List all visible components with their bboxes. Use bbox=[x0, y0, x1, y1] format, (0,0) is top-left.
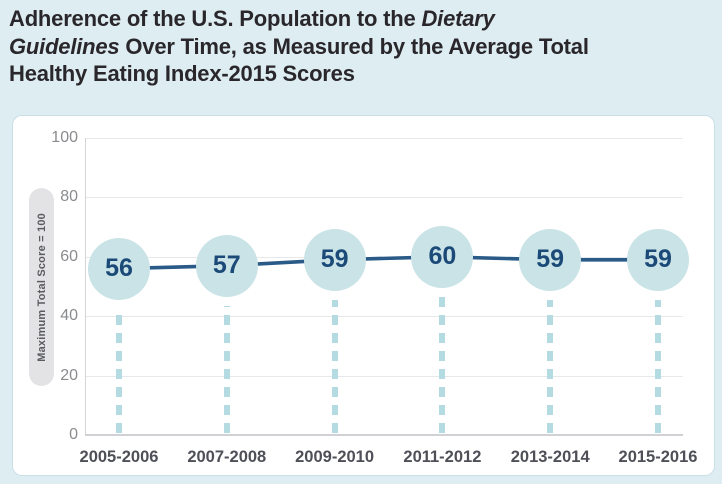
x-axis-line bbox=[85, 434, 683, 436]
y-axis-title-pill: Maximum Total Score = 100 bbox=[29, 188, 54, 386]
data-point-value: 59 bbox=[644, 245, 672, 274]
data-point-2009-2010: 59 bbox=[303, 228, 366, 291]
y-tick-20: 20 bbox=[60, 366, 78, 384]
drop-line-2011-2012 bbox=[439, 296, 446, 433]
y-tick-40: 40 bbox=[60, 307, 78, 325]
data-point-2007-2008: 57 bbox=[195, 234, 258, 297]
title-text-3: Healthy Eating Index-2015 Scores bbox=[9, 61, 355, 86]
y-tick-0: 0 bbox=[69, 426, 78, 443]
title-line-2: Guidelines Over Time, as Measured by the… bbox=[9, 33, 708, 61]
drop-line-2005-2006 bbox=[116, 308, 122, 433]
y-tick-80: 80 bbox=[60, 188, 78, 206]
gridline-20 bbox=[85, 375, 683, 377]
data-point-2015-2016: 59 bbox=[627, 228, 689, 291]
drop-line-2013-2014 bbox=[547, 299, 554, 433]
x-tick-2013-2014: 2013-2014 bbox=[510, 448, 590, 466]
x-tick-2005-2006: 2005-2006 bbox=[79, 448, 159, 466]
x-tick-2015-2016: 2015-2016 bbox=[618, 448, 698, 466]
x-tick-2009-2010: 2009-2010 bbox=[295, 448, 375, 466]
data-point-value: 60 bbox=[428, 242, 457, 271]
data-point-2013-2014: 59 bbox=[519, 228, 582, 291]
x-tick-2007-2008: 2007-2008 bbox=[187, 448, 267, 466]
title-line-3: Healthy Eating Index-2015 Scores bbox=[9, 60, 708, 88]
gridline-80 bbox=[85, 197, 683, 199]
title-text-1: Adherence of the U.S. Population to the bbox=[9, 6, 422, 31]
drop-line-2009-2010 bbox=[331, 299, 338, 433]
data-point-value: 59 bbox=[320, 245, 349, 274]
gridline-100 bbox=[85, 138, 683, 139]
title-italic-guidelines: Guidelines bbox=[9, 33, 120, 59]
data-point-2011-2012: 60 bbox=[411, 225, 474, 288]
x-tick-2011-2012: 2011-2012 bbox=[403, 448, 482, 466]
data-point-value: 59 bbox=[536, 245, 565, 274]
data-point-2005-2006: 56 bbox=[88, 237, 150, 300]
data-point-value: 57 bbox=[212, 251, 241, 280]
chart-card: Maximum Total Score = 100 0 20 40 60 80 100 56… bbox=[12, 115, 715, 476]
y-axis-title: Maximum Total Score = 100 bbox=[35, 212, 48, 362]
y-tick-60: 60 bbox=[60, 247, 78, 265]
gridline-40 bbox=[85, 316, 683, 318]
title-line-1: Adherence of the U.S. Population to the … bbox=[9, 5, 708, 33]
drop-line-2015-2016 bbox=[655, 299, 661, 433]
data-point-value: 56 bbox=[105, 254, 133, 283]
title-italic-dietary: Dietary bbox=[421, 6, 495, 31]
y-tick-100: 100 bbox=[51, 129, 78, 146]
y-axis-line bbox=[85, 138, 86, 435]
title-text-2: Over Time, as Measured by the Average To… bbox=[119, 33, 589, 59]
drop-line-2007-2008 bbox=[223, 305, 230, 433]
chart-title: Adherence of the U.S. Population to the … bbox=[9, 5, 708, 88]
trend-line bbox=[118, 254, 658, 271]
